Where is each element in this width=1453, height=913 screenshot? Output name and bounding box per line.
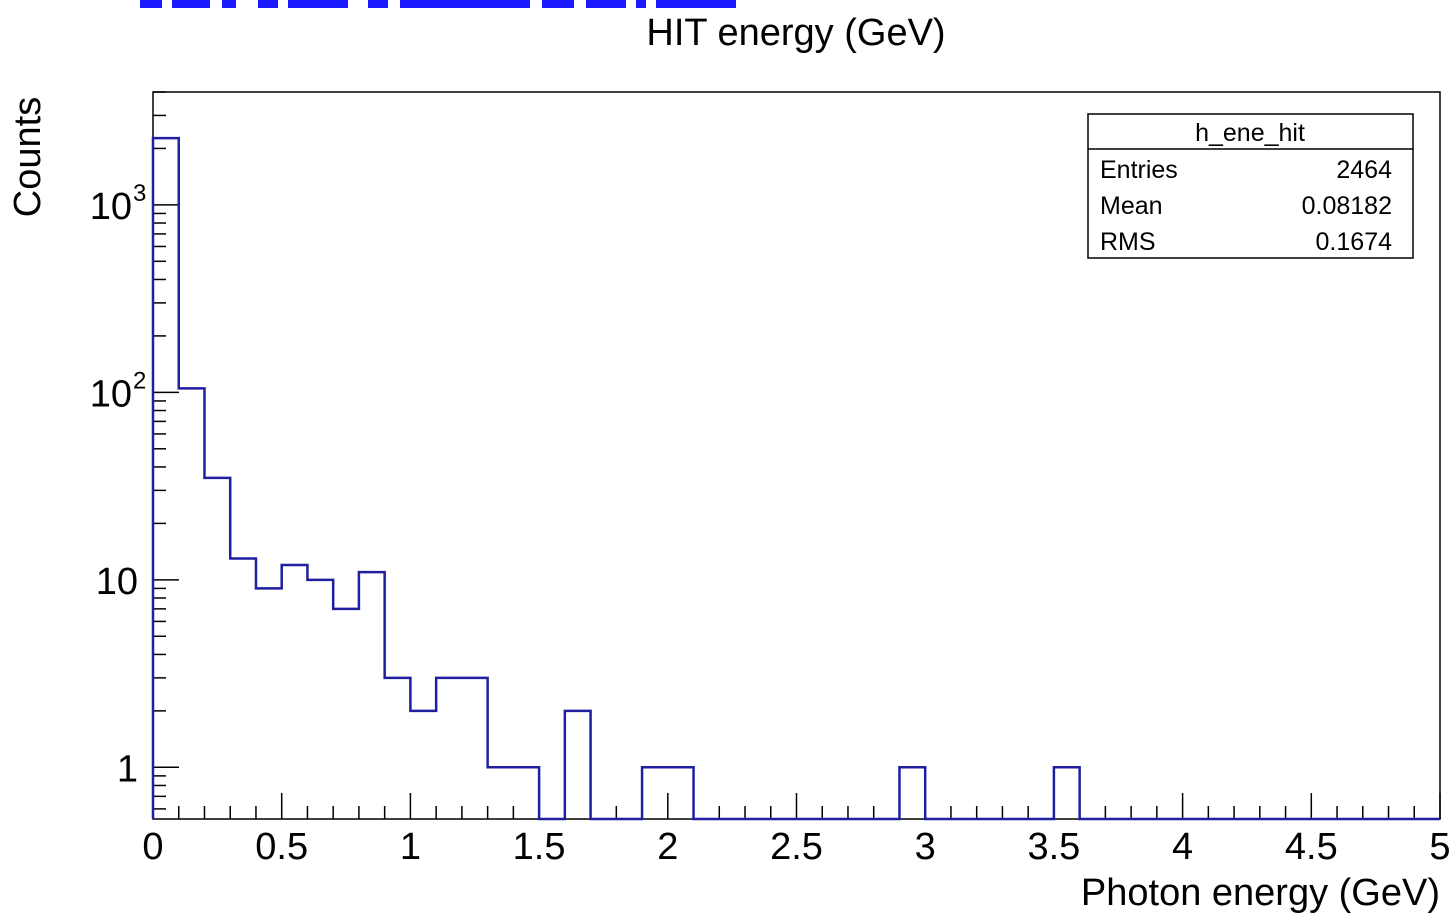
histogram-bin [565,711,591,819]
y-tick-label-exponent: 3 [133,180,146,207]
y-tick-label: 10 [96,561,138,603]
x-tick-label: 1 [400,826,421,868]
histogram-bin [385,678,411,819]
stats-entries-value: 2464 [1336,156,1392,184]
stats-box-title: h_ene_hit [1195,119,1305,147]
stats-box-frame [1087,113,1414,259]
histogram-bin [668,767,694,819]
histogram-bin [436,678,462,819]
histogram-bin [256,588,282,819]
cropped-header-fragment [140,0,736,8]
stats-entries-label: Entries [1100,156,1178,184]
x-tick-label: 0 [142,826,163,868]
stats-mean-value: 0.08182 [1302,192,1392,220]
x-axis-tick-labels: 0 0.5 1 1.5 2 2.5 3 3.5 4 4.5 5 [142,826,1450,868]
histogram-bin [307,580,333,819]
histogram-bin [1054,767,1080,819]
histogram-bin [282,565,308,819]
y-axis-label: Counts [7,97,49,217]
stats-mean-label: Mean [1100,192,1163,220]
histogram-bin [462,678,488,819]
histogram-bin [642,767,668,819]
y-tick-label: 10 [90,186,132,228]
x-tick-label: 3 [915,826,936,868]
chart-title: HIT energy (GeV) [646,12,945,54]
histogram-bin [204,478,230,819]
histogram-bin [513,767,539,819]
y-tick-label-exponent: 2 [133,367,146,394]
histogram-outline [151,136,1440,821]
histogram-bin [179,388,205,819]
x-tick-label: 0.5 [255,826,308,868]
x-tick-label: 4.5 [1285,826,1338,868]
histogram-bin [359,572,385,819]
histogram-bins [153,138,1080,819]
x-tick-label: 2.5 [770,826,823,868]
histogram-bin [488,767,514,819]
histogram-bin [410,711,436,819]
y-axis-ticks [153,91,179,810]
x-tick-label: 5 [1429,826,1450,868]
histogram-bin [153,138,179,819]
histogram-bin [230,558,256,819]
x-tick-label: 2 [657,826,678,868]
x-axis-label: Photon energy (GeV) [1081,872,1440,913]
histogram-bin [899,767,925,819]
stats-box: h_ene_hit Entries 2464 Mean 0.08182 RMS … [1087,113,1414,259]
y-tick-label: 10 [90,373,132,415]
stats-rms-label: RMS [1100,228,1156,256]
y-tick-label: 1 [117,748,138,790]
x-tick-label: 1.5 [513,826,566,868]
stats-rms-value: 0.1674 [1316,228,1393,256]
histogram-bin [333,609,359,819]
x-tick-label: 4 [1172,826,1193,868]
x-tick-label: 3.5 [1027,826,1080,868]
